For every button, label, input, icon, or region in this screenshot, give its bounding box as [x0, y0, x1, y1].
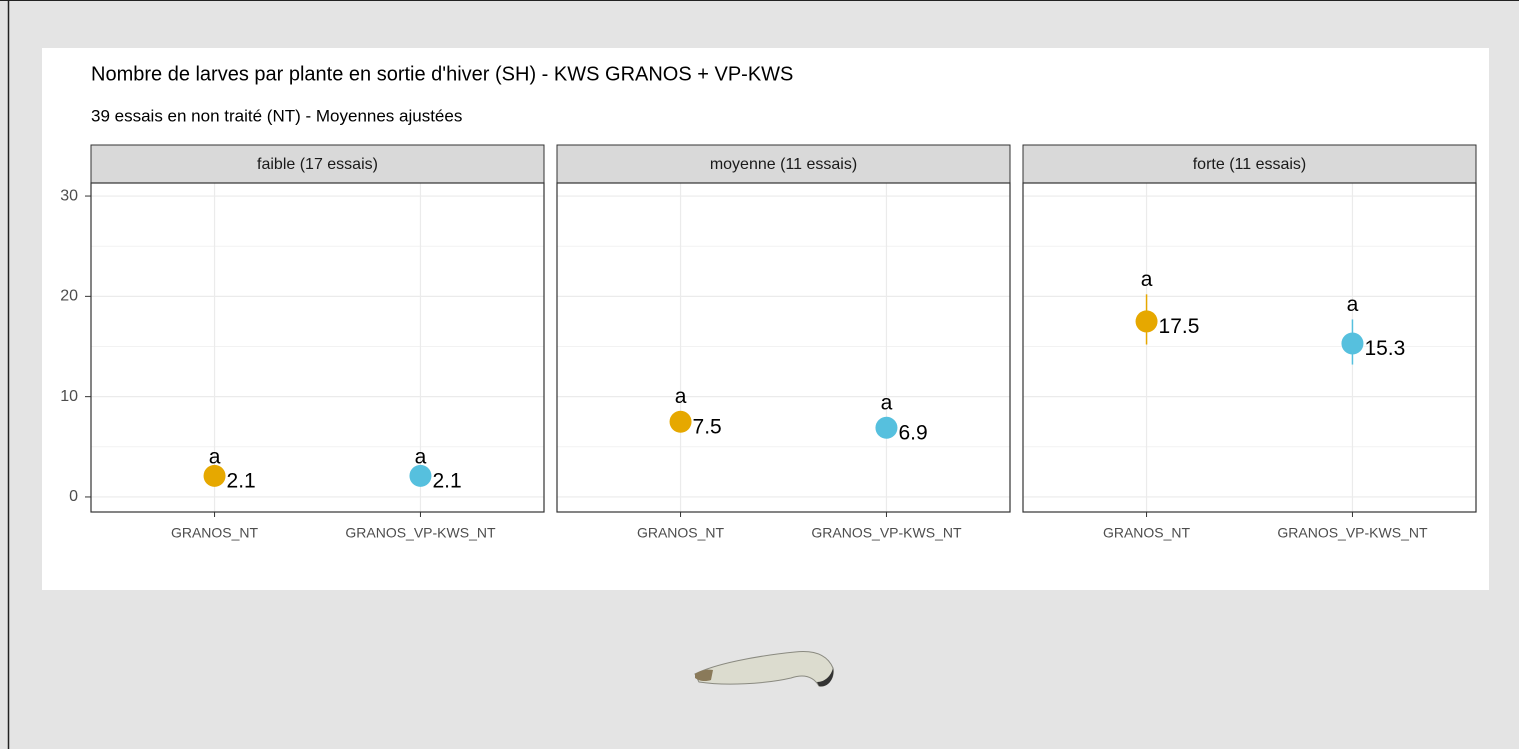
x-tick-label: GRANOS_NT	[1103, 525, 1191, 541]
x-tick-label: GRANOS_VP-KWS_NT	[811, 525, 962, 541]
value-label: 7.5	[693, 415, 722, 438]
group-label: a	[1347, 293, 1359, 316]
group-label: a	[1141, 268, 1153, 291]
x-tick-label: GRANOS_VP-KWS_NT	[1277, 525, 1428, 541]
group-label: a	[209, 445, 221, 468]
group-label: a	[415, 445, 427, 468]
x-tick-label: GRANOS_NT	[637, 525, 725, 541]
chart-subtitle: 39 essais en non traité (NT) - Moyennes …	[91, 106, 462, 125]
y-tick-label: 20	[60, 288, 78, 305]
group-label: a	[675, 385, 687, 408]
value-label: 2.1	[227, 469, 256, 492]
panel-border	[1022, 182, 1477, 513]
y-tick-label: 30	[60, 187, 78, 204]
larva-image	[694, 651, 834, 687]
x-tick-label: GRANOS_NT	[171, 525, 259, 541]
point	[409, 464, 432, 487]
y-tick-label: 0	[69, 488, 78, 505]
value-label: 15.3	[1364, 337, 1405, 360]
value-label: 2.1	[432, 469, 461, 492]
point	[875, 416, 898, 439]
x-tick-label: GRANOS_VP-KWS_NT	[345, 525, 496, 541]
facet-label: forte (11 essais)	[1193, 156, 1307, 173]
facet-strip	[1022, 144, 1477, 184]
point	[1341, 332, 1364, 355]
point	[203, 464, 226, 487]
point	[1135, 310, 1158, 333]
facet-label: moyenne (11 essais)	[710, 156, 857, 173]
facet-strip	[90, 144, 545, 184]
point	[669, 410, 692, 433]
group-label: a	[881, 391, 893, 414]
panel-border	[90, 182, 545, 513]
chart-card	[42, 48, 1489, 590]
y-tick-label: 10	[60, 388, 78, 405]
panel-border	[556, 182, 1011, 513]
value-label: 17.5	[1159, 315, 1200, 338]
value-label: 6.9	[898, 421, 927, 444]
facet-label: faible (17 essais)	[257, 156, 378, 173]
chart-title: Nombre de larves par plante en sortie d'…	[91, 63, 793, 85]
facet-strip	[556, 144, 1011, 184]
